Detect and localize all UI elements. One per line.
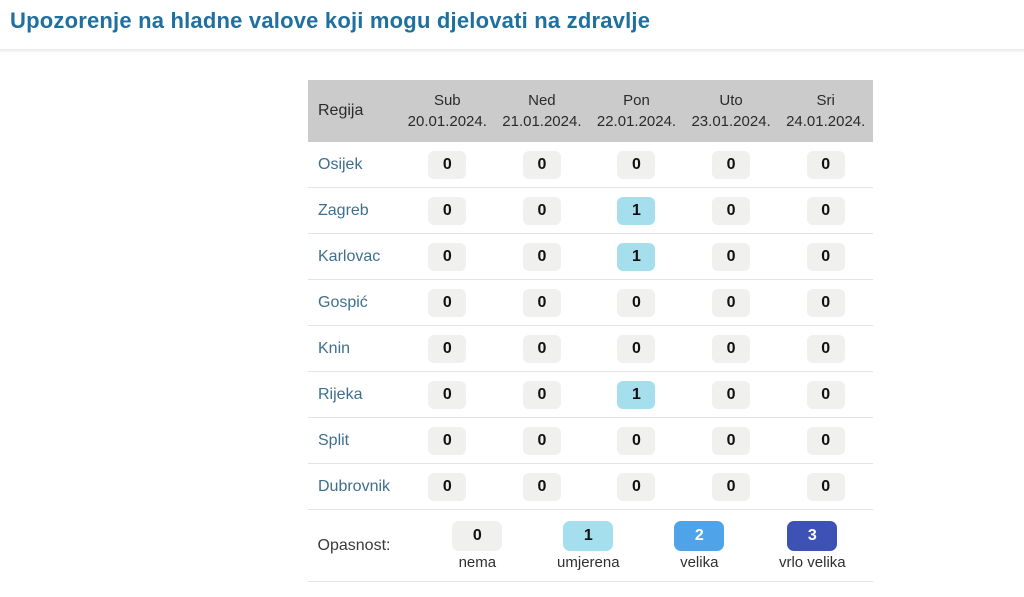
warning-level-badge: 0 [712, 472, 751, 501]
day-name: Uto [719, 92, 743, 109]
warning-level-badge: 0 [428, 150, 467, 179]
table-row: Rijeka 0 0 1 0 0 [308, 372, 873, 418]
legend-item-label: velika [680, 553, 719, 571]
table-row: Osijek 0 0 0 0 0 [308, 142, 873, 188]
region-label: Knin [318, 339, 351, 357]
region-label: Karlovac [318, 247, 381, 265]
region-label: Split [318, 431, 350, 449]
warning-level-badge: 0 [617, 426, 656, 455]
table-row: Zagreb 0 0 1 0 0 [308, 188, 873, 234]
table-row: Karlovac 0 0 1 0 0 [308, 234, 873, 280]
title-divider [0, 49, 1024, 52]
table-header-row: Regija Sub 20.01.2024. Ned 21.01.2024. P… [308, 80, 873, 142]
table-row: Dubrovnik 0 0 0 0 0 [308, 464, 873, 510]
warning-level-badge: 1 [617, 380, 656, 409]
day-date: 20.01.2024. [407, 113, 487, 130]
warning-level-badge: 0 [522, 288, 561, 317]
warning-level-badge: 0 [806, 334, 845, 363]
warning-level-badge: 0 [806, 426, 845, 455]
warning-level-badge: 0 [522, 150, 561, 179]
warning-level-badge: 0 [428, 472, 467, 501]
day-name: Sub [433, 92, 461, 109]
warning-level-badge: 1 [617, 196, 656, 225]
warning-level-badge: 0 [428, 334, 467, 363]
warning-level-badge: 0 [428, 426, 467, 455]
region-label: Zagreb [318, 201, 369, 219]
warning-level-badge: 0 [806, 380, 845, 409]
page-title: Upozorenje na hladne valove koji mogu dj… [10, 8, 651, 33]
warning-level-badge: 0 [806, 150, 845, 179]
warning-level-badge: 0 [428, 288, 467, 317]
legend-level-badge: 0 [452, 520, 503, 551]
region-label: Rijeka [318, 385, 363, 403]
warning-level-badge: 0 [712, 196, 751, 225]
legend-item: 0 nema [452, 520, 503, 571]
legend-items: 0 nema 1 umjerena 2 velika 3 vrlo velika [400, 520, 873, 571]
warning-level-badge: 0 [806, 288, 845, 317]
legend-item-label: nema [458, 553, 497, 571]
warning-level-badge: 0 [522, 380, 561, 409]
warning-level-badge: 0 [617, 150, 656, 179]
warning-level-badge: 0 [712, 150, 751, 179]
warning-level-badge: 0 [428, 242, 467, 271]
warning-level-badge: 0 [522, 242, 561, 271]
warning-level-badge: 0 [522, 196, 561, 225]
table-row: Gospić 0 0 0 0 0 [308, 280, 873, 326]
warning-level-badge: 1 [617, 242, 656, 271]
day-name: Pon [623, 92, 650, 109]
warning-level-badge: 0 [617, 334, 656, 363]
region-label: Dubrovnik [318, 477, 391, 495]
table-row: Knin 0 0 0 0 0 [308, 326, 873, 372]
day-date: 22.01.2024. [596, 113, 677, 130]
column-header-day: Sub 20.01.2024. [400, 90, 495, 132]
warning-level-badge: 0 [712, 380, 751, 409]
table-row: Split 0 0 0 0 0 [308, 418, 873, 464]
region-label: Osijek [318, 155, 363, 173]
region-label: Gospić [318, 293, 368, 311]
warning-level-badge: 0 [712, 242, 751, 271]
legend-item: 1 umjerena [557, 520, 620, 571]
legend-level-badge: 3 [787, 520, 838, 551]
warning-level-badge: 0 [712, 288, 751, 317]
warning-level-badge: 0 [712, 334, 751, 363]
warning-level-badge: 0 [522, 426, 561, 455]
legend-level-badge: 2 [674, 520, 725, 551]
warning-level-badge: 0 [806, 242, 845, 271]
warning-level-badge: 0 [806, 472, 845, 501]
day-name: Ned [528, 92, 556, 109]
warning-level-badge: 0 [617, 288, 656, 317]
legend-item: 3 vrlo velika [778, 520, 846, 571]
warning-level-badge: 0 [522, 334, 561, 363]
legend-level-badge: 1 [563, 520, 614, 551]
warning-level-badge: 0 [428, 196, 467, 225]
warning-level-badge: 0 [428, 380, 467, 409]
warning-level-badge: 0 [522, 472, 561, 501]
legend-item: 2 velika [674, 520, 725, 571]
column-header-day: Sri 24.01.2024. [778, 90, 873, 132]
column-header-day: Ned 21.01.2024. [495, 90, 590, 132]
column-header-day: Uto 23.01.2024. [684, 90, 779, 132]
day-name: Sri [816, 92, 835, 109]
column-header-day: Pon 22.01.2024. [589, 90, 684, 132]
legend-label: Opasnost: [317, 536, 391, 554]
warning-level-badge: 0 [712, 426, 751, 455]
day-date: 24.01.2024. [786, 113, 866, 130]
legend-item-label: umjerena [557, 553, 620, 571]
warning-level-badge: 0 [617, 472, 656, 501]
warning-level-badge: 0 [806, 196, 845, 225]
cold-wave-warning-table: Regija Sub 20.01.2024. Ned 21.01.2024. P… [308, 80, 873, 582]
day-date: 21.01.2024. [502, 113, 582, 130]
day-date: 23.01.2024. [691, 113, 771, 130]
column-header-region: Regija [318, 102, 364, 119]
legend-row: Opasnost: 0 nema 1 umjerena 2 velika 3 v… [308, 510, 873, 582]
legend-item-label: vrlo velika [778, 553, 846, 571]
